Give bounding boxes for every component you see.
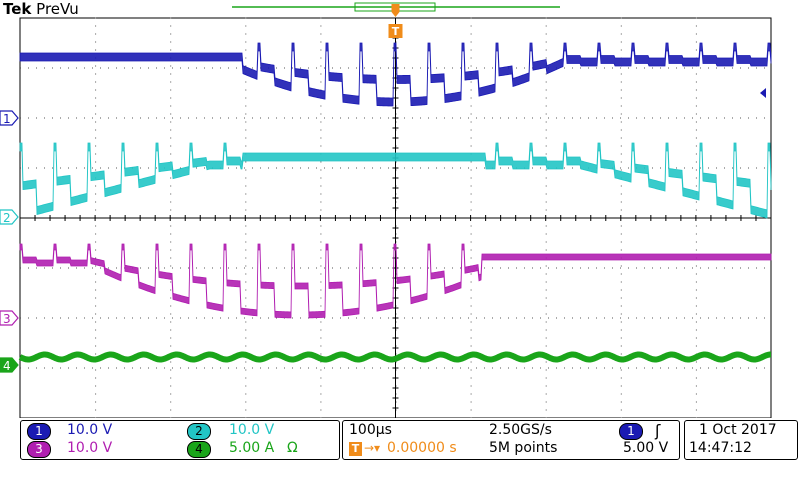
record-length: 5M points [489, 440, 558, 456]
datetime-panel: 1 Oct 2017 14:47:12 [684, 420, 798, 460]
trigger-marker-icon [388, 24, 403, 38]
ch2-ground-label: 2 [3, 211, 11, 225]
trigger-position-icon [391, 4, 400, 17]
mode-label: PreVu [36, 0, 79, 18]
ch4-ground-label: 4 [3, 359, 11, 373]
trigger-level-icon [760, 88, 766, 98]
ch3-waveform [19, 243, 772, 319]
vertical-panel[interactable]: 1 10.0 V 2 10.0 V 3 10.0 V 4 5.00 A Ω [20, 420, 340, 460]
date-label: 1 Oct 2017 [699, 422, 777, 438]
ch4-badge[interactable]: 4 [187, 441, 211, 458]
ch2-waveform [19, 142, 772, 219]
ch4-ground-marker [0, 357, 19, 373]
ch1-ground-label: 1 [3, 112, 11, 126]
ch1-ground-marker [0, 110, 19, 126]
ch3-ground-label: 3 [3, 312, 11, 326]
ch1-badge[interactable]: 1 [27, 423, 51, 440]
ch2-ground-marker [0, 209, 19, 225]
trigger-delay: 0.00000 s [387, 440, 457, 456]
delay-arrow-icon: →▾ [364, 441, 381, 455]
time-label: 14:47:12 [689, 440, 752, 456]
ch4-scale: 5.00 A [229, 440, 275, 456]
trigger-source-badge[interactable]: 1 [619, 423, 643, 440]
brand-label: Tek PreVu [3, 0, 79, 18]
ch4-waveform [18, 351, 773, 363]
axis-ticks [19, 17, 772, 419]
ch2-badge[interactable]: 2 [187, 423, 211, 440]
ch2-scale: 10.0 V [229, 422, 275, 438]
trigger-slope-icon: ʃ [655, 421, 661, 440]
sample-rate: 2.50GS/s [489, 422, 552, 438]
trigger-delay-icon: T [349, 442, 362, 456]
ch3-badge[interactable]: 3 [27, 441, 51, 458]
ch3-scale: 10.0 V [67, 440, 113, 456]
timebase-scale: 100µs [349, 422, 392, 438]
ch1-waveform [19, 42, 772, 107]
brand-tek: Tek [3, 0, 32, 18]
status-bar: 1 10.0 V 2 10.0 V 3 10.0 V 4 5.00 A Ω 10… [0, 418, 800, 480]
ch1-scale: 10.0 V [67, 422, 113, 438]
ch4-unit-symbol: Ω [287, 440, 298, 456]
trigger-level: 5.00 V [623, 440, 669, 456]
horizontal-panel[interactable]: 100µs 2.50GS/s T →▾ 0.00000 s 5M points … [342, 420, 680, 460]
trigger-marker-label: T [392, 25, 400, 38]
ch3-ground-marker [0, 310, 19, 326]
